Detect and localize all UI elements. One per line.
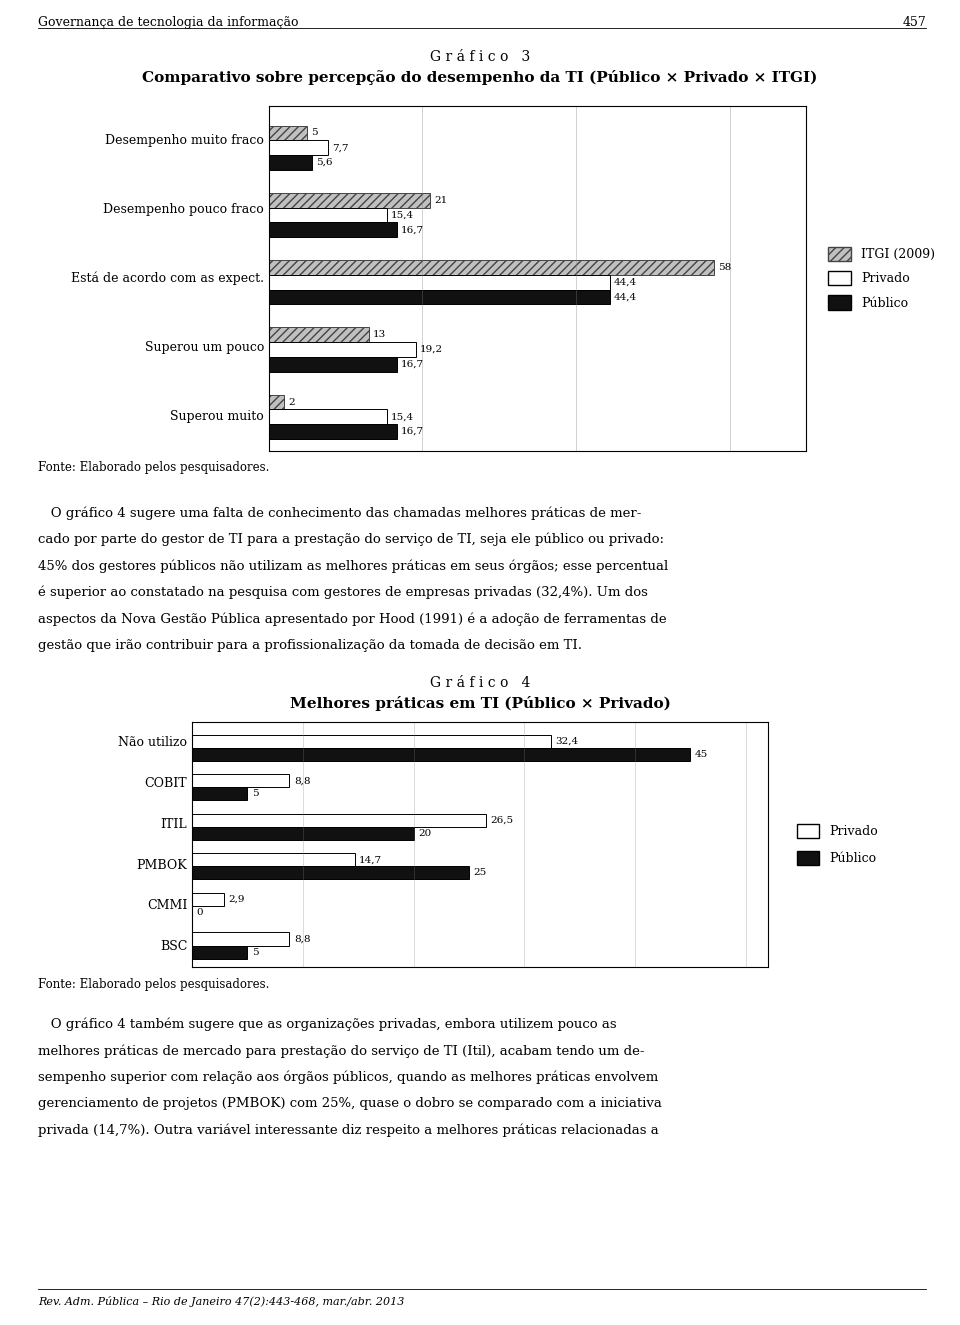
Text: Está de acordo com as expect.: Está de acordo com as expect. bbox=[71, 272, 264, 285]
Bar bbox=[269, 342, 417, 356]
Text: privada (14,7%). Outra variável interessante diz respeito a melhores práticas re: privada (14,7%). Outra variável interess… bbox=[38, 1124, 660, 1137]
Text: Superou um pouco: Superou um pouco bbox=[145, 341, 264, 354]
Text: Desempenho pouco fraco: Desempenho pouco fraco bbox=[104, 203, 264, 216]
Bar bbox=[269, 155, 312, 170]
Text: Fonte: Elaborado pelos pesquisadores.: Fonte: Elaborado pelos pesquisadores. bbox=[38, 978, 270, 991]
Text: ITIL: ITIL bbox=[160, 818, 187, 831]
Text: COBIT: COBIT bbox=[145, 776, 187, 790]
Text: 0: 0 bbox=[197, 908, 204, 917]
Text: G r á f i c o   4: G r á f i c o 4 bbox=[430, 676, 530, 690]
Text: 2,9: 2,9 bbox=[228, 894, 245, 904]
Bar bbox=[269, 395, 284, 409]
Text: 8,8: 8,8 bbox=[294, 776, 310, 786]
Text: 5,6: 5,6 bbox=[316, 158, 332, 167]
Bar bbox=[269, 274, 610, 290]
Text: 20: 20 bbox=[418, 829, 431, 837]
Text: G r á f i c o   3: G r á f i c o 3 bbox=[430, 50, 530, 65]
Legend: Privado, Público: Privado, Público bbox=[792, 819, 883, 871]
Text: 15,4: 15,4 bbox=[391, 412, 414, 421]
Text: Não utilizo: Não utilizo bbox=[118, 737, 187, 749]
Bar bbox=[269, 409, 387, 424]
Bar bbox=[192, 827, 414, 840]
Text: cado por parte do gestor de TI para a prestação do serviço de TI, seja ele públi: cado por parte do gestor de TI para a pr… bbox=[38, 533, 664, 546]
Text: 19,2: 19,2 bbox=[420, 344, 444, 354]
Bar bbox=[269, 356, 397, 372]
Text: Governança de tecnologia da informação: Governança de tecnologia da informação bbox=[38, 16, 299, 29]
Text: 45% dos gestores públicos não utilizam as melhores práticas em seus órgãos; esse: 45% dos gestores públicos não utilizam a… bbox=[38, 559, 669, 572]
Text: Desempenho muito fraco: Desempenho muito fraco bbox=[106, 134, 264, 147]
Bar bbox=[192, 814, 486, 827]
Bar bbox=[269, 126, 307, 140]
Bar bbox=[269, 223, 397, 237]
Text: 21: 21 bbox=[434, 196, 447, 204]
Text: 14,7: 14,7 bbox=[359, 856, 382, 864]
Text: Melhores práticas em TI (Público × Privado): Melhores práticas em TI (Público × Priva… bbox=[290, 696, 670, 710]
Text: 5: 5 bbox=[252, 790, 258, 799]
Text: sempenho superior com relação aos órgãos públicos, quando as melhores práticas e: sempenho superior com relação aos órgãos… bbox=[38, 1071, 659, 1084]
Bar bbox=[269, 327, 369, 342]
Text: 2: 2 bbox=[288, 398, 295, 407]
Bar bbox=[269, 140, 328, 155]
Text: aspectos da Nova Gestão Pública apresentado por Hood (1991) é a adoção de ferram: aspectos da Nova Gestão Pública apresent… bbox=[38, 612, 667, 625]
Bar bbox=[192, 946, 248, 958]
Text: 457: 457 bbox=[902, 16, 926, 29]
Text: O gráfico 4 sugere uma falta de conhecimento das chamadas melhores práticas de m: O gráfico 4 sugere uma falta de conhecim… bbox=[38, 506, 642, 519]
Bar bbox=[192, 867, 468, 880]
Text: 8,8: 8,8 bbox=[294, 934, 310, 943]
Text: O gráfico 4 também sugere que as organizações privadas, embora utilizem pouco as: O gráfico 4 também sugere que as organiz… bbox=[38, 1018, 617, 1031]
Text: gestão que irão contribuir para a profissionalização da tomada de decisão em TI.: gestão que irão contribuir para a profis… bbox=[38, 639, 583, 652]
Bar bbox=[269, 260, 714, 274]
Text: 58: 58 bbox=[718, 262, 732, 272]
Text: gerenciamento de projetos (PMBOK) com 25%, quase o dobro se comparado com a inic: gerenciamento de projetos (PMBOK) com 25… bbox=[38, 1097, 662, 1110]
Text: 25: 25 bbox=[473, 868, 487, 877]
Text: PMBOK: PMBOK bbox=[136, 859, 187, 872]
Text: BSC: BSC bbox=[159, 941, 187, 953]
Bar bbox=[192, 893, 224, 906]
Text: Comparativo sobre percepção do desempenho da TI (Público × Privado × ITGI): Comparativo sobre percepção do desempenh… bbox=[142, 70, 818, 85]
Legend: ITGI (2009), Privado, Público: ITGI (2009), Privado, Público bbox=[824, 241, 940, 315]
Text: 32,4: 32,4 bbox=[555, 737, 579, 746]
Bar bbox=[192, 735, 551, 747]
Text: 13: 13 bbox=[372, 330, 386, 339]
Text: 44,4: 44,4 bbox=[613, 278, 636, 286]
Text: 16,7: 16,7 bbox=[401, 427, 424, 436]
Text: é superior ao constatado na pesquisa com gestores de empresas privadas (32,4%). : é superior ao constatado na pesquisa com… bbox=[38, 586, 648, 599]
Bar bbox=[192, 853, 355, 867]
Text: melhores práticas de mercado para prestação do serviço de TI (Itil), acabam tend: melhores práticas de mercado para presta… bbox=[38, 1044, 645, 1057]
Text: 5: 5 bbox=[311, 129, 318, 138]
Text: Superou muito: Superou muito bbox=[170, 409, 264, 423]
Bar bbox=[192, 747, 690, 761]
Bar bbox=[269, 193, 430, 208]
Bar bbox=[269, 424, 397, 439]
Bar bbox=[192, 933, 290, 946]
Text: 44,4: 44,4 bbox=[613, 293, 636, 302]
Bar bbox=[192, 787, 248, 800]
Text: 5: 5 bbox=[252, 947, 258, 957]
Text: 45: 45 bbox=[695, 750, 708, 759]
Text: CMMI: CMMI bbox=[147, 900, 187, 913]
Bar bbox=[269, 208, 387, 223]
Text: Rev. Adm. Pública – Rio de Janeiro 47(2):443-468, mar./abr. 2013: Rev. Adm. Pública – Rio de Janeiro 47(2)… bbox=[38, 1296, 405, 1306]
Text: 16,7: 16,7 bbox=[401, 360, 424, 368]
Text: 26,5: 26,5 bbox=[490, 816, 513, 825]
Bar bbox=[192, 774, 290, 787]
Text: Fonte: Elaborado pelos pesquisadores.: Fonte: Elaborado pelos pesquisadores. bbox=[38, 461, 270, 474]
Bar bbox=[269, 290, 610, 305]
Text: 15,4: 15,4 bbox=[391, 211, 414, 220]
Text: 7,7: 7,7 bbox=[332, 143, 348, 152]
Text: 16,7: 16,7 bbox=[401, 225, 424, 235]
